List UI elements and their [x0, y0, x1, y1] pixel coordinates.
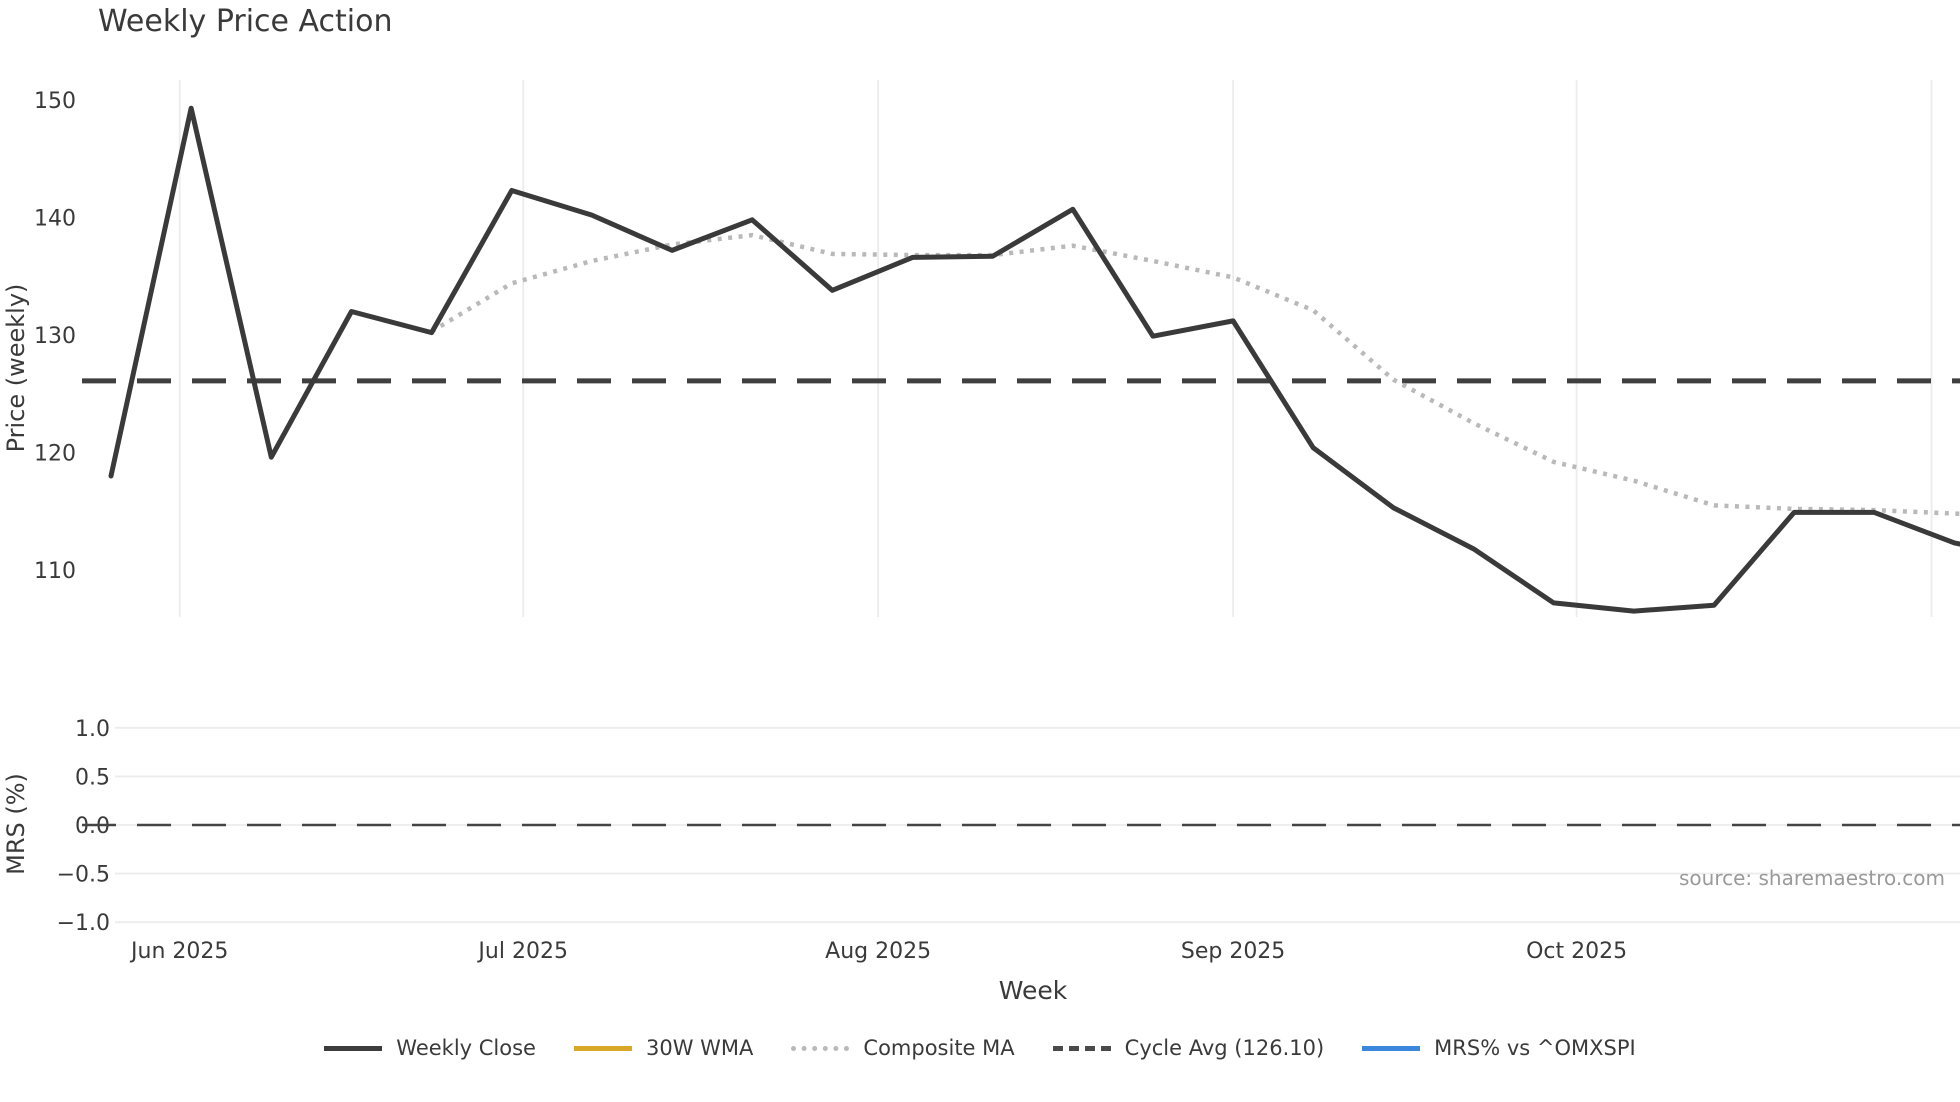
weekly-close-swatch-icon	[324, 1045, 383, 1051]
legend: Weekly Close 30W WMA Composite MA Cycle …	[0, 1036, 1960, 1060]
x-tick-label: Jun 2025	[129, 939, 228, 964]
price-tick-label: 140	[34, 206, 76, 231]
composite-ma-line	[430, 232, 1960, 517]
legend-item-cycle-avg: Cycle Avg (126.10)	[1052, 1036, 1325, 1060]
mrs-tick-label: 0.5	[75, 765, 110, 790]
price-tick-label: 120	[34, 441, 76, 466]
cycle-avg-swatch-icon	[1052, 1045, 1111, 1051]
legend-label: Composite MA	[863, 1036, 1015, 1060]
mrs-tick-label: 0.0	[75, 814, 110, 839]
price-tick-label: 150	[34, 89, 76, 114]
mrs-tick-label: 1.0	[75, 717, 110, 742]
x-axis-label: Week	[998, 976, 1068, 1005]
legend-item-mrs: MRS% vs ^OMXSPI	[1362, 1036, 1636, 1060]
price-axis-label: Price (weekly)	[2, 283, 30, 453]
mrs-tick-label: −1.0	[57, 911, 110, 936]
legend-label: Cycle Avg (126.10)	[1124, 1036, 1325, 1060]
x-tick-label: Aug 2025	[825, 939, 931, 964]
mrs-axis-label: MRS (%)	[2, 773, 30, 875]
wma-swatch-icon	[573, 1045, 632, 1051]
price-tick-label: 110	[34, 559, 76, 584]
source-credit: source: sharemaestro.com	[1679, 866, 1945, 890]
legend-item-composite-ma: Composite MA	[791, 1036, 1015, 1060]
composite-ma-swatch-icon	[791, 1045, 850, 1051]
legend-item-weekly-close: Weekly Close	[324, 1036, 536, 1060]
legend-label: Weekly Close	[396, 1036, 536, 1060]
mrs-tick-label: −0.5	[57, 863, 110, 888]
legend-label: 30W WMA	[645, 1036, 754, 1060]
legend-item-30w-wma: 30W WMA	[573, 1036, 754, 1060]
chart-title: Weekly Price Action	[98, 4, 393, 39]
x-tick-label: Sep 2025	[1181, 939, 1285, 964]
mrs-swatch-icon	[1362, 1045, 1421, 1051]
price-tick-label: 130	[34, 324, 76, 349]
x-tick-label: Jul 2025	[476, 939, 568, 964]
weekly-close-line	[108, 105, 1960, 614]
x-tick-label: Oct 2025	[1526, 939, 1627, 964]
legend-label: MRS% vs ^OMXSPI	[1434, 1036, 1636, 1060]
